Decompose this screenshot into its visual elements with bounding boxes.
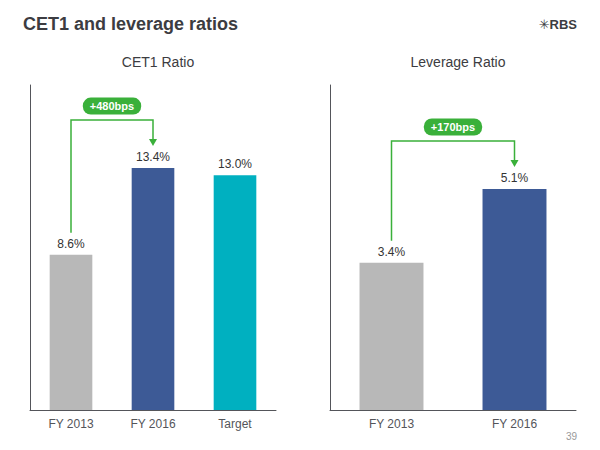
svg-text:13.4%: 13.4%: [136, 150, 170, 164]
svg-text:8.6%: 8.6%: [57, 237, 85, 251]
svg-text:+170bps: +170bps: [431, 121, 475, 133]
svg-text:FY 2013: FY 2013: [369, 417, 414, 431]
svg-text:Target: Target: [218, 417, 252, 431]
svg-text:✳RBS: ✳RBS: [539, 17, 578, 32]
svg-text:13.0%: 13.0%: [218, 157, 252, 171]
svg-text:+480bps: +480bps: [90, 100, 134, 112]
svg-text:39: 39: [566, 431, 578, 442]
svg-text:FY 2013: FY 2013: [48, 417, 93, 431]
svg-text:5.1%: 5.1%: [501, 171, 529, 185]
svg-text:FY 2016: FY 2016: [492, 417, 537, 431]
svg-text:3.4%: 3.4%: [378, 245, 406, 259]
svg-text:CET1 Ratio: CET1 Ratio: [122, 54, 195, 70]
svg-text:CET1 and leverage ratios: CET1 and leverage ratios: [23, 14, 238, 34]
svg-text:FY 2016: FY 2016: [130, 417, 175, 431]
svg-text:Leverage Ratio: Leverage Ratio: [411, 54, 506, 70]
